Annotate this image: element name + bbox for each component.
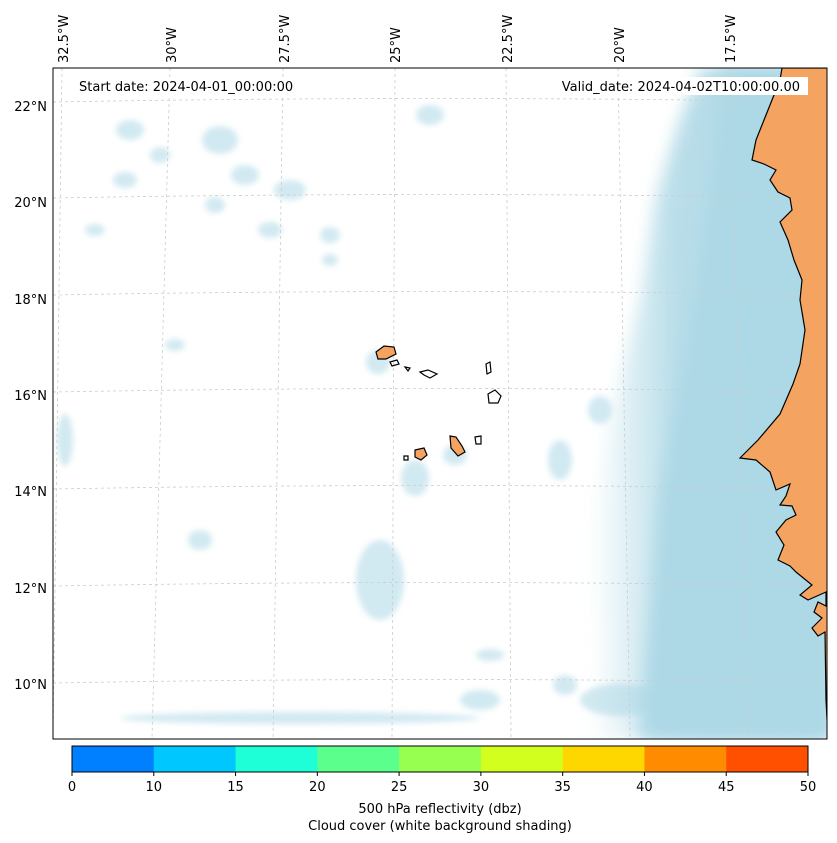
lon-label-27-5w: 27.5°W xyxy=(278,15,293,63)
colorbar-label-line1: 500 hPa reflectivity (dbz) xyxy=(358,802,521,817)
colorbar-frame xyxy=(71,745,809,773)
colorbar-tick-label: 10 xyxy=(146,780,163,795)
colorbar-segment xyxy=(562,746,645,772)
colorbar-segments xyxy=(72,746,809,772)
lon-label-20w: 20°W xyxy=(613,27,628,63)
colorbar-segment xyxy=(153,746,237,772)
island-sao-vicente xyxy=(389,359,400,367)
colorbar-tick-label: 0 xyxy=(68,780,76,795)
island-maio xyxy=(474,435,482,445)
colorbar-segment xyxy=(726,746,809,772)
map-frame xyxy=(52,67,828,740)
island-sao-nicolau xyxy=(418,369,439,379)
map-area: Start date: 2024-04-01_00:00:00 Valid_da… xyxy=(53,68,827,739)
graticule xyxy=(53,68,827,739)
colorbar-tick-label: 20 xyxy=(309,780,326,795)
lat-label-20n: 20°N xyxy=(14,196,47,211)
lat-label-18n: 18°N xyxy=(14,293,47,308)
latitude-labels: 22°N 20°N 18°N 16°N 14°N 12°N 10°N xyxy=(14,100,47,693)
colorbar-tick-label: 25 xyxy=(391,780,408,795)
lon-label-17-5w: 17.5°W xyxy=(724,15,739,63)
colorbar-ticks: 0 10 15 20 25 30 35 40 45 50 xyxy=(68,772,816,795)
valid-date-label: Valid_date: 2024-04-02T10:00:00.00 xyxy=(562,80,800,95)
island-sal xyxy=(485,361,492,375)
colorbar-segment xyxy=(317,746,400,772)
valid-date-box xyxy=(542,77,808,95)
colorbar-segment xyxy=(72,746,155,772)
cloud-cover-shading xyxy=(57,68,827,739)
lon-label-30w: 30°W xyxy=(165,27,180,63)
island-boa-vista xyxy=(487,389,502,404)
land xyxy=(375,68,827,732)
lat-label-14n: 14°N xyxy=(14,485,47,500)
island-santiago xyxy=(449,435,466,457)
start-date-label: Start date: 2024-04-01_00:00:00 xyxy=(79,80,293,95)
colorbar-tick-label: 40 xyxy=(636,780,653,795)
lon-label-25w: 25°W xyxy=(389,27,404,63)
start-date-box xyxy=(72,77,316,95)
colorbar-tick-label: 50 xyxy=(800,780,817,795)
colorbar-segment xyxy=(644,746,727,772)
colorbar-segment xyxy=(235,746,318,772)
island-brava xyxy=(403,455,409,461)
colorbar-segment xyxy=(399,746,482,772)
lon-label-22-5w: 22.5°W xyxy=(501,15,516,63)
west-africa-coast xyxy=(738,68,827,732)
colorbar-label-line2: Cloud cover (white background shading) xyxy=(308,819,572,834)
island-santa-luzia xyxy=(403,366,411,373)
colorbar: 0 10 15 20 25 30 35 40 45 50 500 hPa reflectivity… xyxy=(68,745,816,834)
colorbar-tick-label: 45 xyxy=(718,780,735,795)
colorbar-tick-label: 30 xyxy=(473,780,490,795)
island-fogo xyxy=(414,447,428,461)
longitude-labels: 32.5°W 30°W 27.5°W 25°W 22.5°W 20°W 17.5… xyxy=(57,15,739,63)
colorbar-tick-label: 35 xyxy=(554,780,571,795)
lat-label-12n: 12°N xyxy=(14,582,47,597)
colorbar-segment xyxy=(480,746,564,772)
lon-label-32-5w: 32.5°W xyxy=(57,15,72,63)
lat-label-22n: 22°N xyxy=(14,100,47,115)
lat-label-16n: 16°N xyxy=(14,389,47,404)
lat-label-10n: 10°N xyxy=(14,678,47,693)
island-santo-antao xyxy=(375,345,397,360)
colorbar-tick-label: 15 xyxy=(227,780,244,795)
